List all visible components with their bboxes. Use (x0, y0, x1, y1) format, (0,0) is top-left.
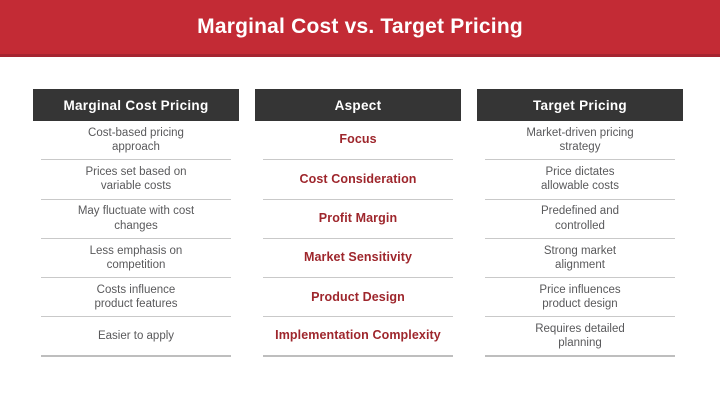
column-marginal-cost-pricing: Marginal Cost Pricing Cost-based pricing… (33, 89, 239, 357)
table-cell: Market-driven pricing strategy (485, 121, 675, 161)
column-cells-target-pricing: Market-driven pricing strategy Price dic… (477, 121, 683, 357)
table-cell: Focus (263, 121, 453, 161)
table-cell: Prices set based on variable costs (41, 160, 231, 200)
table-cell: Costs influence product features (41, 278, 231, 318)
table-cell: Implementation Complexity (263, 317, 453, 357)
column-aspect: Aspect Focus Cost Consideration Profit M… (255, 89, 461, 357)
table-cell: Less emphasis on competition (41, 239, 231, 279)
column-cells-aspect: Focus Cost Consideration Profit Margin M… (255, 121, 461, 357)
table-cell: Price dictates allowable costs (485, 160, 675, 200)
title-banner: Marginal Cost vs. Target Pricing (0, 0, 720, 57)
table-cell: May fluctuate with cost changes (41, 200, 231, 239)
table-cell: Product Design (263, 278, 453, 318)
table-cell: Price influences product design (485, 278, 675, 318)
slide-title: Marginal Cost vs. Target Pricing (197, 15, 523, 38)
table-cell: Easier to apply (41, 317, 231, 357)
column-header-aspect: Aspect (255, 89, 461, 121)
table-cell: Market Sensitivity (263, 239, 453, 279)
table-cell: Cost Consideration (263, 160, 453, 200)
column-cells-marginal-cost-pricing: Cost-based pricing approach Prices set b… (33, 121, 239, 357)
column-header-marginal-cost-pricing: Marginal Cost Pricing (33, 89, 239, 121)
table-cell: Predefined and controlled (485, 200, 675, 239)
table-cell: Strong market alignment (485, 239, 675, 279)
comparison-table: Marginal Cost Pricing Cost-based pricing… (0, 57, 720, 357)
column-target-pricing: Target Pricing Market-driven pricing str… (477, 89, 683, 357)
column-header-target-pricing: Target Pricing (477, 89, 683, 121)
table-cell: Cost-based pricing approach (41, 121, 231, 161)
table-cell: Requires detailed planning (485, 317, 675, 357)
table-cell: Profit Margin (263, 200, 453, 239)
